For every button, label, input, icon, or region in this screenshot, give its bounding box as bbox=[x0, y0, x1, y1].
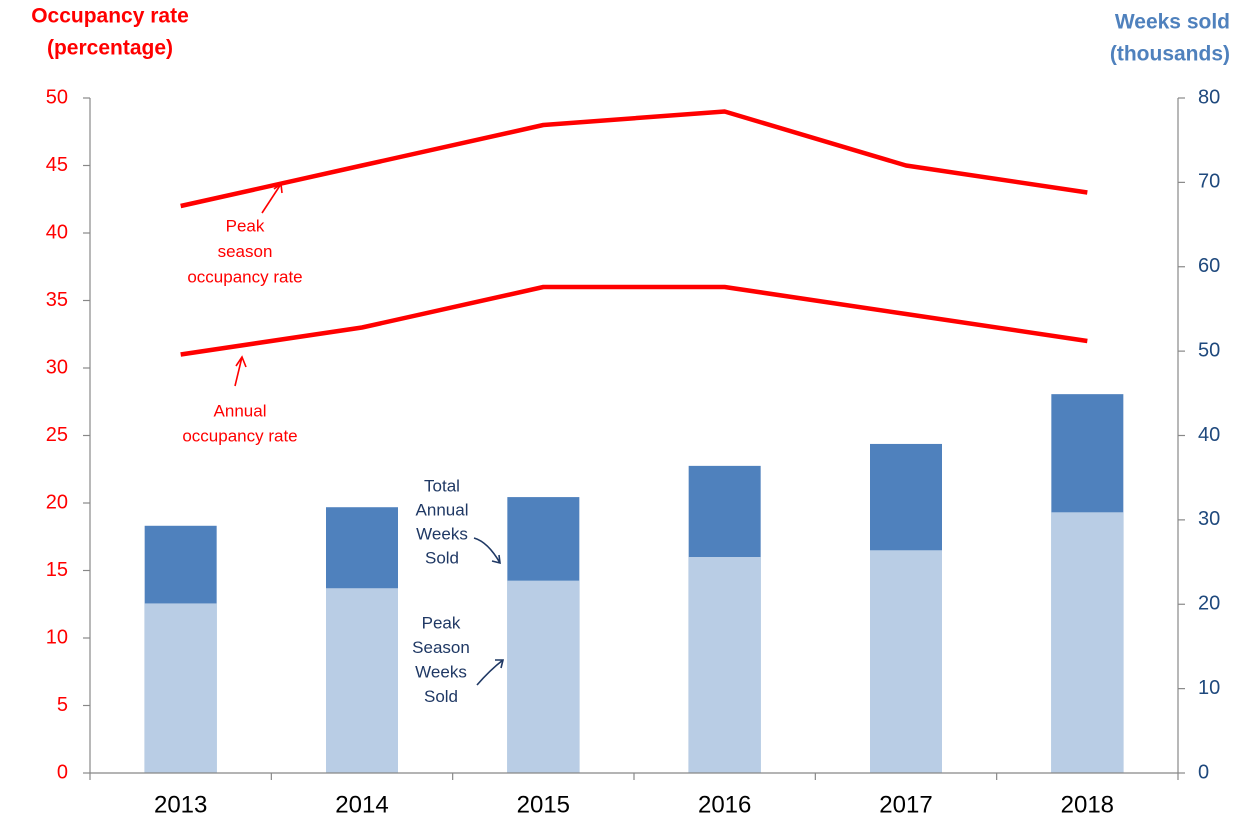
x-tick-label: 2013 bbox=[154, 791, 207, 818]
bar bbox=[144, 603, 217, 773]
x-tick-label: 2014 bbox=[335, 791, 388, 818]
y2-tick-label: 80 bbox=[1198, 86, 1220, 108]
y-tick-label: 10 bbox=[46, 626, 68, 648]
bar bbox=[870, 550, 942, 773]
y2-tick-label: 60 bbox=[1198, 255, 1220, 277]
y2-tick-label: 70 bbox=[1198, 171, 1220, 193]
y-axis-label: Occupancy rate bbox=[31, 5, 189, 28]
y-tick-label: 15 bbox=[46, 559, 68, 581]
annotation: Annual bbox=[416, 500, 469, 519]
y-tick-label: 40 bbox=[46, 221, 68, 243]
y-axis-label: (percentage) bbox=[47, 37, 173, 60]
annotation-arrows bbox=[234, 182, 505, 686]
y-tick-label: 50 bbox=[46, 86, 68, 108]
y-tick-label: 35 bbox=[46, 289, 68, 311]
annotation: Sold bbox=[424, 687, 458, 706]
y2-tick-label: 30 bbox=[1198, 508, 1220, 530]
x-tick-label: 2018 bbox=[1061, 791, 1114, 818]
bar bbox=[507, 580, 580, 773]
line bbox=[180, 109, 1088, 209]
x-tick-label: 2017 bbox=[879, 791, 932, 818]
y2-tick-label: 50 bbox=[1198, 339, 1220, 361]
arrow bbox=[234, 355, 247, 387]
annotation: season bbox=[218, 242, 273, 261]
y2-tick-label: 20 bbox=[1198, 593, 1220, 615]
y2-axis-label: Weeks sold bbox=[1115, 11, 1230, 34]
annotation: Peak bbox=[226, 216, 265, 235]
y2-tick-label: 40 bbox=[1198, 424, 1220, 446]
bar bbox=[688, 557, 761, 773]
y2-axis-label: (thousands) bbox=[1110, 43, 1230, 66]
annotation: Weeks bbox=[415, 662, 467, 681]
annotation: Peak bbox=[422, 613, 461, 632]
bar bbox=[326, 588, 398, 773]
annotation: Annual bbox=[214, 401, 267, 420]
y-tick-label: 45 bbox=[46, 154, 68, 176]
annotation: Total bbox=[424, 476, 460, 495]
y-tick-label: 25 bbox=[46, 424, 68, 446]
y-tick-label: 0 bbox=[57, 761, 68, 783]
annotation: occupancy rate bbox=[182, 426, 297, 445]
x-tick-label: 2016 bbox=[698, 791, 751, 818]
y2-tick-label: 0 bbox=[1198, 761, 1209, 783]
x-tick-label: 2015 bbox=[517, 791, 570, 818]
y-tick-label: 30 bbox=[46, 356, 68, 378]
y-tick-label: 5 bbox=[57, 694, 68, 716]
arrow bbox=[476, 659, 505, 686]
annotation: Sold bbox=[425, 548, 459, 567]
y2-tick-label: 10 bbox=[1198, 677, 1220, 699]
y-tick-label: 20 bbox=[46, 491, 68, 513]
line bbox=[180, 284, 1088, 357]
annotation: occupancy rate bbox=[187, 267, 302, 286]
annotation: Season bbox=[412, 638, 470, 657]
arrow bbox=[473, 537, 501, 565]
bar bbox=[1051, 512, 1124, 773]
annotation: Weeks bbox=[416, 524, 468, 543]
